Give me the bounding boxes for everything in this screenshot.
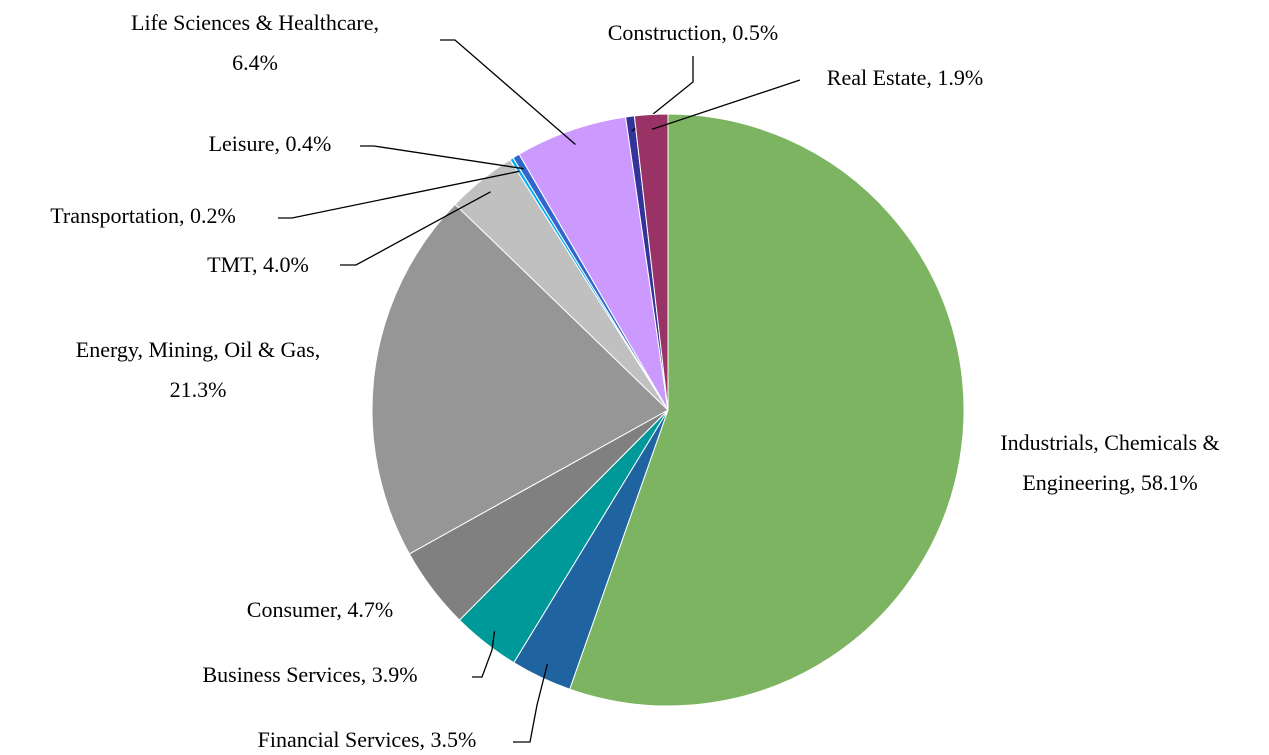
data-label: Real Estate, 1.9% (827, 65, 983, 90)
data-label: Financial Services, 3.5% (258, 727, 477, 752)
data-label: Engineering, 58.1% (1022, 470, 1197, 495)
data-label: Industrials, Chemicals & (1000, 430, 1219, 455)
data-label: 21.3% (170, 377, 227, 402)
data-label: Consumer, 4.7% (247, 597, 393, 622)
leader-line (472, 631, 496, 678)
leader-line (340, 191, 491, 266)
data-label: Leisure, 0.4% (209, 131, 332, 156)
leader-line (278, 170, 520, 219)
pie-slice (633, 113, 669, 411)
leader-line (651, 79, 801, 130)
data-label: TMT, 4.0% (207, 252, 309, 277)
leader-line (440, 39, 576, 145)
data-label: Life Sciences & Healthcare, (131, 10, 379, 35)
leader-line (513, 663, 549, 743)
pie-slice (371, 203, 669, 555)
data-label: Energy, Mining, Oil & Gas, (76, 337, 320, 362)
data-label: Transportation, 0.2% (50, 203, 236, 228)
data-label: Construction, 0.5% (608, 20, 779, 45)
data-label: 6.4% (232, 50, 278, 75)
leader-line (360, 145, 524, 170)
data-label: Business Services, 3.9% (202, 662, 417, 687)
